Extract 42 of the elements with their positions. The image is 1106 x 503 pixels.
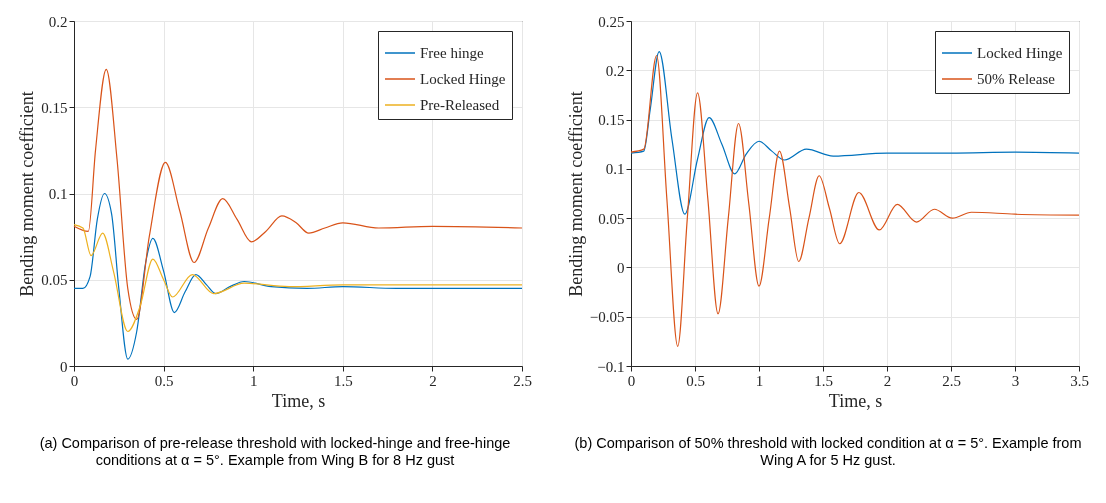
x-tick-label: 3: [1011, 372, 1020, 389]
x-tick-label: 2.5: [942, 372, 961, 389]
y-tick-label: −0.05: [589, 309, 625, 326]
line-series: [630, 50, 1080, 215]
x-tick-label: 0.5: [686, 372, 705, 389]
x-tick-label: 1.5: [333, 372, 353, 389]
x-tick-label: 2: [429, 372, 437, 389]
x-tick-label: 3.5: [1070, 372, 1089, 389]
line-series: [73, 68, 523, 321]
text: (a) Comparison of pre-release threshold with locked-hinge and free-hinge conditions at α = 5°. Example from Wing B for 8 Hz gust: [38, 435, 512, 469]
x-tick-label: 0.5: [154, 372, 174, 389]
y-tick-label: 0.2: [48, 13, 68, 30]
x-axis-title: Time, s: [828, 390, 883, 411]
y-tick-label: 0: [617, 259, 625, 276]
x-axis-title: Time, s: [271, 390, 326, 411]
x-tick-label: 1.5: [814, 372, 833, 389]
y-tick-label: 0.15: [598, 112, 625, 129]
legend-label: Locked Hinge: [977, 45, 1063, 61]
line-series: [73, 223, 523, 333]
y-axis-title: Bending moment coefficient: [565, 91, 586, 297]
y-tick-label: 0.05: [598, 210, 625, 227]
y-tick-label: 0: [60, 358, 68, 375]
y-tick-label: 0.1: [605, 161, 625, 178]
y-tick-label: 0.25: [598, 13, 625, 30]
x-tick-label: 2: [883, 372, 892, 389]
x-tick-label: 0: [627, 372, 636, 389]
text: (b) Comparison of 50% threshold with locked condition at α = 5°. Example from Wing A for 5 Hz gust.: [573, 435, 1083, 469]
legend-label: Pre-Released: [420, 97, 500, 113]
legend-label: 50% Release: [977, 71, 1056, 87]
x-tick-label: 1: [249, 372, 258, 389]
legend-label: Free hinge: [420, 45, 485, 61]
y-tick-label: −0.1: [597, 358, 625, 375]
legend-label: Locked Hinge: [420, 71, 506, 87]
x-tick-label: 1: [755, 372, 764, 389]
x-tick-label: 0: [70, 372, 79, 389]
line-series: [73, 192, 523, 360]
y-axis-title: Bending moment coefficient: [17, 91, 38, 297]
y-tick-label: 0.05: [41, 272, 68, 289]
x-tick-label: 2.5: [513, 372, 532, 389]
y-tick-label: 0.2: [605, 62, 625, 79]
y-tick-label: 0.1: [48, 186, 68, 202]
y-tick-label: 0.15: [41, 99, 68, 116]
